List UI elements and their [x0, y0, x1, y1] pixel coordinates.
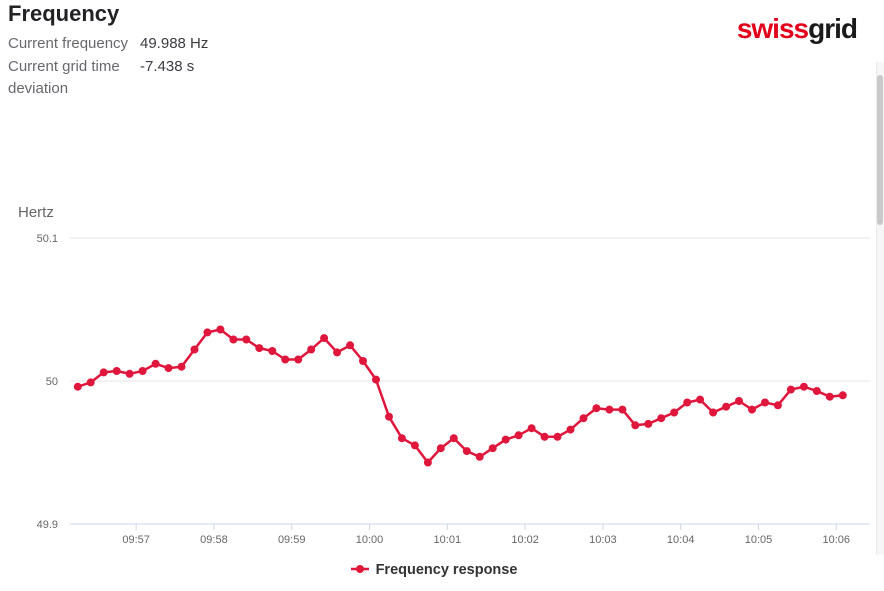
data-point[interactable]: [501, 435, 510, 444]
data-point[interactable]: [761, 398, 769, 407]
data-point[interactable]: [670, 408, 679, 417]
data-point[interactable]: [722, 402, 731, 411]
data-point[interactable]: [294, 355, 303, 364]
y-axis-title: Hertz: [18, 204, 54, 221]
data-point[interactable]: [385, 412, 393, 421]
data-point[interactable]: [812, 387, 821, 395]
scrollbar-track[interactable]: [876, 62, 884, 555]
data-point[interactable]: [138, 367, 147, 375]
data-point[interactable]: [320, 334, 329, 343]
data-point[interactable]: [735, 397, 743, 405]
swissgrid-logo: swissgrid: [736, 13, 858, 45]
data-point[interactable]: [449, 434, 458, 443]
data-point[interactable]: [825, 392, 834, 401]
data-point[interactable]: [696, 395, 705, 404]
data-point[interactable]: [333, 348, 342, 357]
y-tick-label: 50.1: [37, 233, 58, 245]
data-point[interactable]: [644, 419, 653, 428]
y-tick-label: 50: [46, 376, 58, 388]
data-point[interactable]: [462, 447, 471, 456]
x-tick-label: 09:57: [122, 534, 150, 546]
data-point[interactable]: [540, 432, 549, 441]
legend-marker-icon: [350, 561, 369, 579]
data-point[interactable]: [475, 452, 484, 461]
data-point[interactable]: [410, 441, 419, 450]
grid-time-deviation-label: Current grid time deviation: [8, 58, 120, 97]
data-point[interactable]: [631, 421, 640, 430]
data-point[interactable]: [359, 357, 367, 365]
data-point[interactable]: [799, 382, 808, 391]
data-point[interactable]: [397, 434, 406, 443]
x-tick-label: 10:02: [511, 534, 539, 546]
grid-time-deviation-value: -7.438 s: [140, 58, 195, 75]
data-point[interactable]: [566, 425, 575, 434]
data-point[interactable]: [164, 364, 173, 373]
data-point[interactable]: [553, 432, 562, 441]
data-point[interactable]: [786, 385, 795, 394]
data-point[interactable]: [618, 405, 627, 414]
data-point[interactable]: [125, 369, 134, 378]
x-tick-label: 10:01: [434, 534, 462, 546]
data-point[interactable]: [748, 405, 756, 414]
data-point[interactable]: [372, 375, 380, 384]
current-stats: Current frequency 49.988 Hz Current grid …: [8, 33, 308, 101]
legend-label: Frequency response: [375, 562, 518, 578]
chart-legend[interactable]: Frequency response: [0, 561, 868, 579]
x-tick-label: 09:59: [278, 534, 306, 546]
data-point[interactable]: [579, 414, 588, 423]
data-point[interactable]: [99, 368, 108, 377]
data-point[interactable]: [527, 424, 536, 433]
logo-grid-text: grid: [808, 13, 858, 44]
data-point[interactable]: [151, 359, 160, 368]
data-point[interactable]: [592, 404, 601, 413]
current-frequency-row: Current frequency 49.988 Hz: [8, 33, 308, 55]
data-point[interactable]: [838, 391, 847, 400]
data-point[interactable]: [307, 345, 316, 354]
legend-dot: [355, 565, 364, 573]
data-point[interactable]: [683, 398, 692, 407]
frequency-series[interactable]: [73, 325, 847, 467]
data-point[interactable]: [190, 345, 199, 354]
data-point[interactable]: [514, 431, 523, 440]
current-frequency-value: 49.988 Hz: [140, 35, 209, 52]
data-point[interactable]: [488, 444, 497, 453]
data-point[interactable]: [773, 401, 782, 410]
data-point[interactable]: [216, 325, 225, 334]
x-tick-label: 10:04: [667, 534, 695, 546]
data-point[interactable]: [86, 378, 95, 387]
data-point[interactable]: [436, 444, 445, 453]
data-point[interactable]: [112, 367, 121, 375]
data-point[interactable]: [423, 458, 432, 467]
data-point[interactable]: [709, 408, 718, 417]
data-point[interactable]: [242, 335, 251, 344]
data-point[interactable]: [281, 355, 290, 364]
data-point[interactable]: [73, 382, 82, 391]
x-tick-label: 09:58: [200, 534, 228, 546]
data-point[interactable]: [605, 405, 614, 414]
data-point[interactable]: [177, 362, 186, 371]
data-point[interactable]: [268, 347, 277, 355]
data-point[interactable]: [203, 328, 212, 337]
data-point[interactable]: [255, 344, 264, 353]
x-tick-label: 10:00: [356, 534, 384, 546]
grid-time-deviation-row: Current grid time deviation -7.438 s: [8, 56, 308, 100]
logo-swiss-text: swiss: [736, 13, 809, 44]
x-tick-label: 10:06: [823, 534, 851, 546]
current-frequency-label: Current frequency: [8, 35, 129, 52]
page-title: Frequency: [8, 1, 120, 26]
data-point[interactable]: [346, 341, 355, 350]
y-tick-label: 49.9: [37, 519, 58, 531]
x-tick-label: 10:03: [589, 534, 617, 546]
data-point[interactable]: [229, 335, 238, 344]
data-point[interactable]: [657, 414, 666, 423]
scrollbar-thumb[interactable]: [877, 75, 883, 225]
x-tick-label: 10:05: [745, 534, 773, 546]
